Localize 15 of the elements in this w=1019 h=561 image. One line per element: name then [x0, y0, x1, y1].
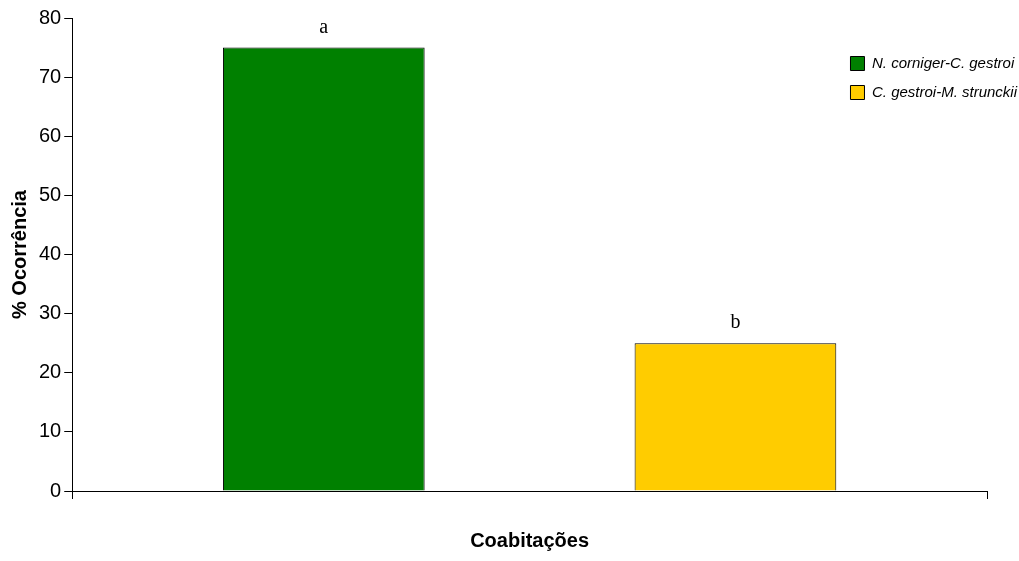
- data-label: a: [319, 14, 329, 37]
- y-tick-label: 0: [50, 478, 62, 501]
- x-axis-title: Coabitações: [470, 528, 590, 551]
- y-tick-label: 10: [39, 419, 62, 442]
- y-tick-label: 50: [39, 182, 62, 205]
- y-tick-label: 30: [39, 301, 62, 324]
- data-label: b: [730, 310, 741, 333]
- y-tick-label: 70: [39, 64, 62, 87]
- legend-label: C. gestroi-M. strunckii: [871, 82, 1018, 100]
- y-tick-label: 60: [39, 123, 62, 146]
- y-tick-label: 40: [39, 242, 62, 265]
- legend-label: N. corniger-C. gestroi: [871, 53, 1015, 71]
- y-tick-label: 20: [39, 360, 62, 383]
- y-tick-label: 80: [39, 5, 62, 28]
- y-axis-title: % Ocorrência: [7, 189, 30, 319]
